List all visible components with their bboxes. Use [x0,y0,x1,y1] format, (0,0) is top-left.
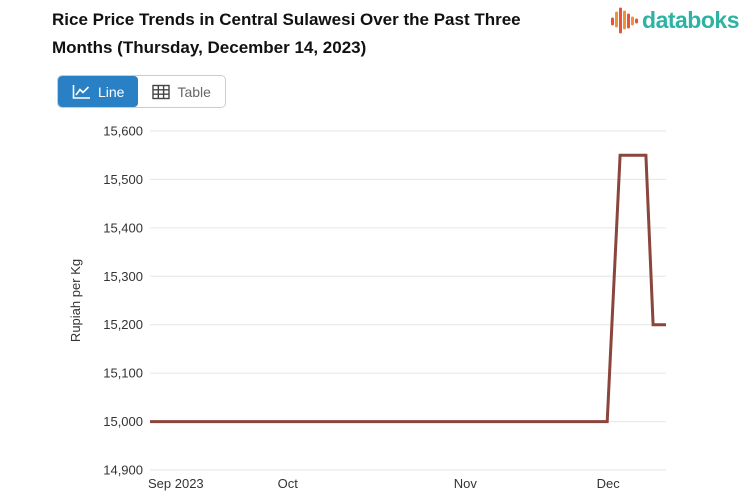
line-chart: 15,600 15,500 15,400 15,300 15,200 15,100 15,0… [68,124,666,491]
databoks-logo-text: databoks [642,7,739,33]
x-tick-label: Oct [278,476,299,491]
y-tick-label: 15,200 [103,317,143,332]
x-tick-label: Dec [597,476,621,491]
y-tick-label: 14,900 [103,463,143,478]
page-title: Rice Price Trends in Central Sulawesi Ov… [52,10,521,57]
y-tick-label: 15,100 [103,366,143,381]
databoks-logo: databoks [611,7,739,34]
y-axis-title: Rupiah per Kg [68,259,83,342]
y-tick-label: 15,500 [103,172,143,187]
x-tick-label: Sep 2023 [148,476,204,491]
y-tick-label: 15,000 [103,414,143,429]
line-view-label: Line [98,83,125,100]
databoks-logo-bars-icon [611,7,639,34]
y-tick-label: 15,400 [103,220,143,235]
y-tick-label: 15,600 [103,124,143,139]
table-grid-icon [152,84,171,99]
table-view-button[interactable]: Table [138,76,224,107]
line-view-button[interactable]: Line [58,76,139,107]
view-toggle: Line Table [57,75,226,108]
price-line-series[interactable] [150,153,666,424]
line-chart-icon [72,84,90,99]
table-view-label: Table [177,83,211,100]
y-tick-label: 15,300 [103,269,143,284]
x-tick-label: Nov [454,476,478,491]
